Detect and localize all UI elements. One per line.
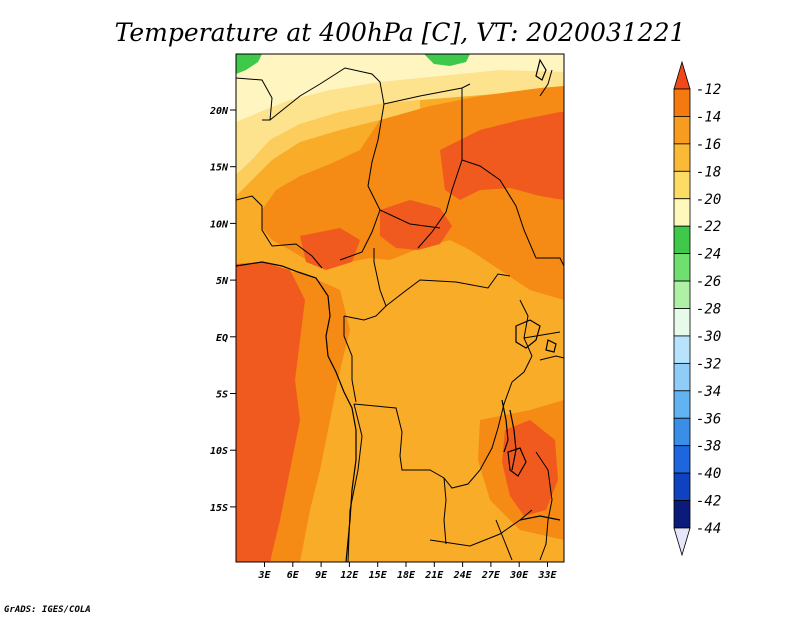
colorbar-tick-label: -24	[696, 247, 721, 263]
lat-tick-label: 15S	[210, 503, 228, 514]
country-boundaries	[236, 67, 564, 562]
colorbar-tick-label: -14	[696, 109, 721, 125]
lon-tick-label: 33E	[537, 570, 557, 581]
lon-tick-label: 30E	[509, 570, 529, 581]
lon-tick-label: 15E	[369, 570, 388, 581]
colorbar-tick-label: -30	[696, 329, 721, 345]
colorbar-tick-label: -26	[696, 274, 721, 290]
field-region-minus12-sudan	[440, 112, 564, 200]
lon-tick-label: 9E	[315, 570, 328, 581]
longitude-ticks: 3E 6E 9E 12E 15E 18E 21E 24E 27E 30E 33E	[257, 562, 558, 581]
lat-tick-label: 10S	[210, 446, 228, 457]
colorbar-tick-label: -44	[696, 521, 721, 537]
colorbar-segment	[673, 88, 691, 117]
colorbar-segment	[673, 198, 691, 227]
grads-credit: GrADS: IGES/COLA	[4, 605, 91, 615]
colorbar-tick-label: -28	[696, 302, 721, 318]
colorbar-tick-label: -40	[696, 466, 721, 482]
lat-tick-label: 20N	[209, 106, 229, 117]
colorbar-tick-label: -20	[696, 192, 721, 208]
colorbar-segment	[673, 143, 691, 172]
colorbar: -12 -14 -16 -18 -20 -22 -24 -26 -28 -30 -32 -34 -36 -…	[673, 60, 721, 557]
colorbar-segment	[673, 417, 691, 447]
colorbar-segment	[673, 308, 691, 337]
lon-tick-label: 6E	[287, 570, 300, 581]
colorbar-tick-label: -16	[696, 137, 721, 153]
colorbar-tick-label: -32	[696, 356, 721, 372]
chart-title: Temperature at 400hPa [C], VT: 202003122…	[115, 18, 686, 47]
colorbar-segment	[673, 500, 691, 529]
lon-tick-label: 24E	[453, 570, 473, 581]
lat-tick-label: 5S	[216, 390, 228, 401]
lon-tick-label: 18E	[397, 570, 416, 581]
colorbar-tick-label: -36	[696, 411, 721, 427]
coastlines	[236, 58, 561, 562]
lat-tick-label: EQ	[216, 333, 228, 344]
colorbar-tick-label: -42	[696, 494, 721, 510]
colorbar-segment	[673, 390, 691, 419]
lat-tick-label: 10N	[210, 219, 229, 230]
lon-tick-label: 12E	[340, 570, 359, 581]
colorbar-segment	[673, 225, 691, 255]
colorbar-segment	[673, 116, 691, 145]
map-field	[236, 54, 564, 562]
colorbar-segment	[673, 335, 691, 364]
colorbar-segment	[673, 253, 691, 282]
lat-tick-label: 15N	[210, 163, 229, 174]
colorbar-segment	[673, 280, 691, 309]
colorbar-tick-label: -18	[696, 164, 721, 180]
map-panel: 20N 15N 10N 5N EQ 5S 10S 15S 3E 6E 9E 12E 15E 18E 21E…	[209, 53, 565, 581]
colorbar-segment	[673, 445, 691, 474]
latitude-ticks: 20N 15N 10N 5N EQ 5S 10S 15S	[209, 106, 236, 514]
colorbar-tick-label: -12	[696, 82, 721, 98]
lon-tick-label: 21E	[424, 570, 444, 581]
field-region-minus22	[236, 54, 564, 122]
field-region-minus24-west	[236, 54, 262, 74]
colorbar-tick-label: -38	[696, 439, 721, 455]
field-region-minus12-atlantic	[236, 262, 305, 562]
field-region-minus24-central	[424, 54, 470, 66]
colorbar-segment	[673, 472, 691, 501]
lon-tick-label: 27E	[481, 570, 501, 581]
map-frame	[235, 53, 565, 563]
colorbar-segment	[673, 170, 691, 200]
colorbar-tick-label: -34	[696, 384, 721, 400]
colorbar-bottom-triangle	[673, 527, 691, 557]
colorbar-top-triangle	[673, 60, 691, 90]
lat-tick-label: 5N	[216, 276, 229, 287]
field-region-minus18	[236, 100, 420, 196]
colorbar-tick-label: -22	[696, 219, 721, 235]
colorbar-segment	[673, 362, 691, 392]
lon-tick-label: 3E	[257, 570, 271, 581]
